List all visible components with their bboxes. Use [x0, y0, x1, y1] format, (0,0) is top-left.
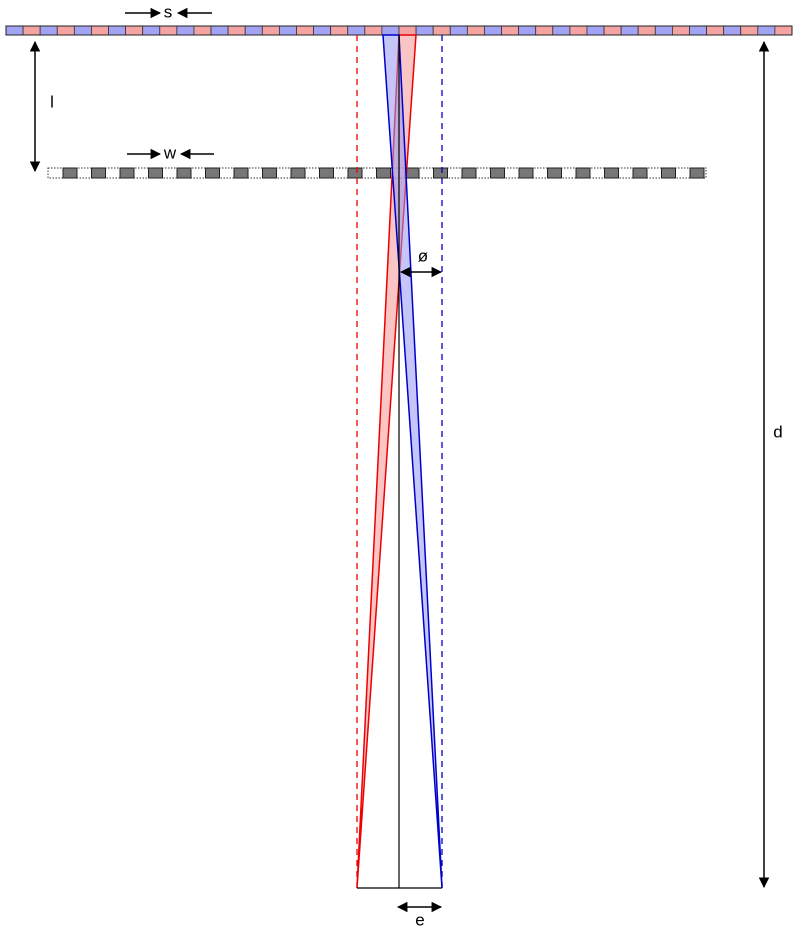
barrier-block [490, 167, 505, 179]
barrier-block [575, 167, 591, 179]
pixel [39, 25, 58, 36]
barrier-block [689, 167, 705, 179]
pixel [432, 25, 451, 36]
pixel [466, 25, 485, 36]
pixel [671, 25, 690, 36]
pixel [689, 25, 707, 36]
barrier-block [119, 167, 135, 179]
pixel [313, 25, 332, 36]
pixel [723, 25, 742, 36]
barrier-block [233, 167, 249, 179]
pixel [261, 25, 280, 36]
barrier-block [518, 167, 534, 179]
pixel [706, 25, 725, 36]
barrier-block [319, 167, 334, 179]
label-phi: ø [418, 246, 428, 265]
pixel [330, 25, 349, 36]
barrier-block [262, 167, 277, 179]
pixel [142, 25, 161, 36]
barrier-block [661, 167, 676, 179]
barrier-block [461, 167, 477, 179]
barrier-block [347, 167, 363, 179]
label-l: l [50, 92, 54, 111]
pixel [637, 25, 656, 36]
red-cone [356, 34, 417, 889]
pixel [193, 25, 212, 36]
display-strip [5, 25, 793, 36]
pixel [381, 25, 400, 36]
label-w: w [163, 143, 177, 162]
barrier-block [176, 167, 192, 179]
pixel [415, 25, 434, 36]
pixel [91, 25, 109, 36]
pixel [159, 25, 178, 36]
barrier-block [148, 167, 163, 179]
pixel [398, 25, 417, 36]
barrier-block [547, 167, 562, 179]
barrier [62, 167, 705, 179]
pixel [210, 25, 229, 36]
arrows [29, 7, 770, 913]
label-e: e [415, 910, 424, 929]
pixel [449, 25, 468, 36]
pixel [757, 25, 776, 36]
barrier-block [632, 167, 648, 179]
pixel [603, 25, 622, 36]
pixel [5, 25, 24, 36]
label-s: s [164, 2, 173, 21]
pixel [654, 25, 673, 36]
pixel [484, 25, 502, 36]
pixel [73, 25, 92, 36]
barrier-block [205, 167, 220, 179]
pixel [56, 25, 75, 36]
pixel [552, 25, 571, 36]
pixel [125, 25, 144, 36]
pixel [108, 25, 127, 36]
pixel [364, 25, 383, 36]
pixel [347, 25, 366, 36]
label-d: d [773, 422, 782, 441]
pixel [774, 25, 793, 36]
barrier-block [290, 167, 306, 179]
pixel [296, 25, 314, 36]
pixel [569, 25, 588, 36]
pixel [535, 25, 554, 36]
pixel [176, 25, 195, 36]
pixel [278, 25, 297, 36]
pixel [501, 25, 520, 36]
pixel [518, 25, 537, 36]
pixel [586, 25, 605, 36]
barrier-block [376, 167, 391, 179]
pixel [22, 25, 41, 36]
pixel [740, 25, 759, 36]
pixel [227, 25, 246, 36]
barrier-block [604, 167, 619, 179]
barrier-block [91, 167, 106, 179]
pixel [620, 25, 639, 36]
barrier-block [62, 167, 78, 179]
barrier-block [433, 167, 448, 179]
blue-cone [382, 34, 443, 889]
pixel [244, 25, 263, 36]
